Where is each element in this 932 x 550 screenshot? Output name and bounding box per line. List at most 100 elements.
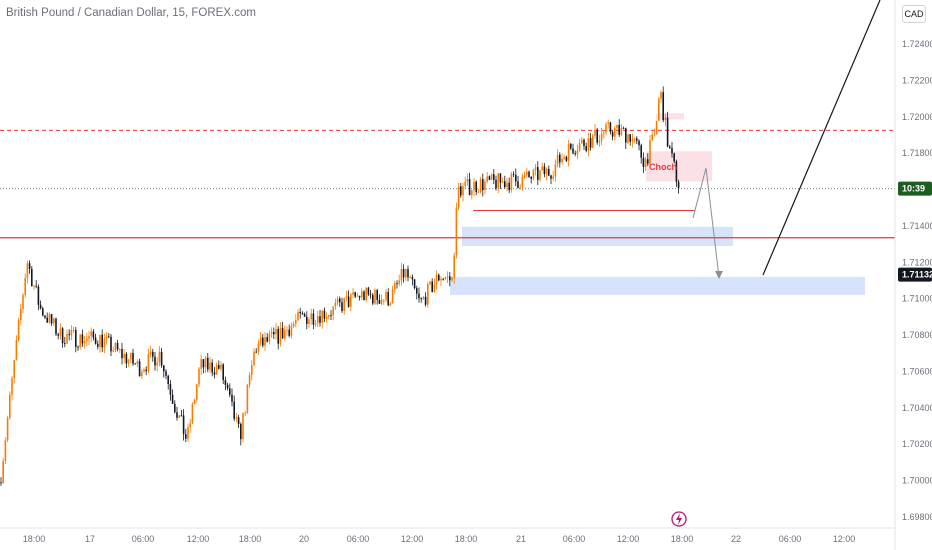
candle-body [517,181,519,189]
candle-body [231,394,233,402]
candle-body [592,135,594,148]
price-tag-bg [898,181,932,196]
x-tick-label: 18:00 [239,534,262,544]
candle-body [581,139,583,144]
candle-body [6,418,9,441]
candle-body [409,277,411,278]
candle-body [50,314,53,324]
candle-body [299,311,301,314]
candle-body [616,125,618,129]
candle-body [609,122,612,132]
candle-body [255,351,257,353]
candle-body [468,178,471,196]
candle-body [149,351,152,355]
candle-body [512,174,515,175]
candle-body [675,161,678,182]
candle-body [383,299,385,301]
candle-body [495,179,497,189]
candle-body [528,171,530,177]
candle-body [647,159,649,164]
candle-body [598,140,601,143]
candle-body [389,303,392,306]
candle-body [671,147,673,154]
candle-body [83,341,86,344]
candle-body [314,323,317,325]
candle-body [642,157,645,167]
candle-body [136,361,139,364]
candle-body [548,168,550,176]
candle-body [306,316,308,324]
choch-label: Choch [649,162,677,172]
candle-body [607,122,609,125]
candle-body [504,181,506,188]
candle-body [411,277,414,280]
supply-zone [646,151,712,182]
candle-body [204,357,207,368]
candle-body [449,276,451,281]
candle-body [200,359,202,369]
candle-body [330,315,332,316]
candle-body [262,337,264,346]
candle-body [224,380,227,385]
candle-body [268,333,271,342]
candle-body [603,132,605,134]
candle-body [486,176,488,182]
candle-body [345,296,348,298]
candle-body [147,354,150,372]
candle-body [354,292,356,297]
currency-badge[interactable]: CAD [902,5,926,23]
candle-body [174,403,176,413]
x-tick-label: 18:00 [23,534,46,544]
candle-body [378,299,381,304]
candle-body [627,134,629,143]
candle-body [187,427,189,439]
lightning-icon [671,511,687,527]
candle-body [218,365,220,369]
candle-body [427,284,429,305]
candle-body [110,336,112,352]
candle-body [455,207,458,256]
candle-body [618,125,620,135]
candle-body [112,350,114,352]
candle-body [631,138,634,142]
candle-body [253,351,255,366]
candle-body [20,308,22,321]
candle-body [70,330,73,336]
candle-body [636,138,638,141]
candle-body [288,329,290,336]
candle-body [202,359,205,368]
candle-body [422,296,425,300]
candle-body [292,323,295,327]
y-tick-label: 1.72200 [902,75,932,85]
candle-body [669,146,671,148]
y-tick-label: 1.71800 [902,148,932,158]
candle-body [673,153,675,162]
candle-body [92,331,95,338]
candle-body [64,343,66,345]
candle-body [213,372,216,375]
candle-body [193,399,196,405]
candle-body [237,417,240,424]
candle-body [444,277,447,279]
candle-body [367,287,370,295]
candle-body [323,310,326,319]
candle-body [317,316,319,324]
candle-body [339,298,341,303]
candle-body [664,117,667,121]
candle-body [55,318,57,335]
candle-body [332,306,334,316]
candle-body [297,311,299,321]
candle-body [380,299,383,304]
candle-body [259,337,262,344]
candle-body [471,190,473,196]
candle-body [37,286,40,305]
candle-body [402,268,405,278]
candle-body [651,134,653,141]
candle-body [653,134,656,136]
candle-body [350,294,352,307]
candle-body [178,415,180,418]
candle-body [119,349,121,350]
candle-body [17,320,20,341]
candle-body [39,304,42,309]
